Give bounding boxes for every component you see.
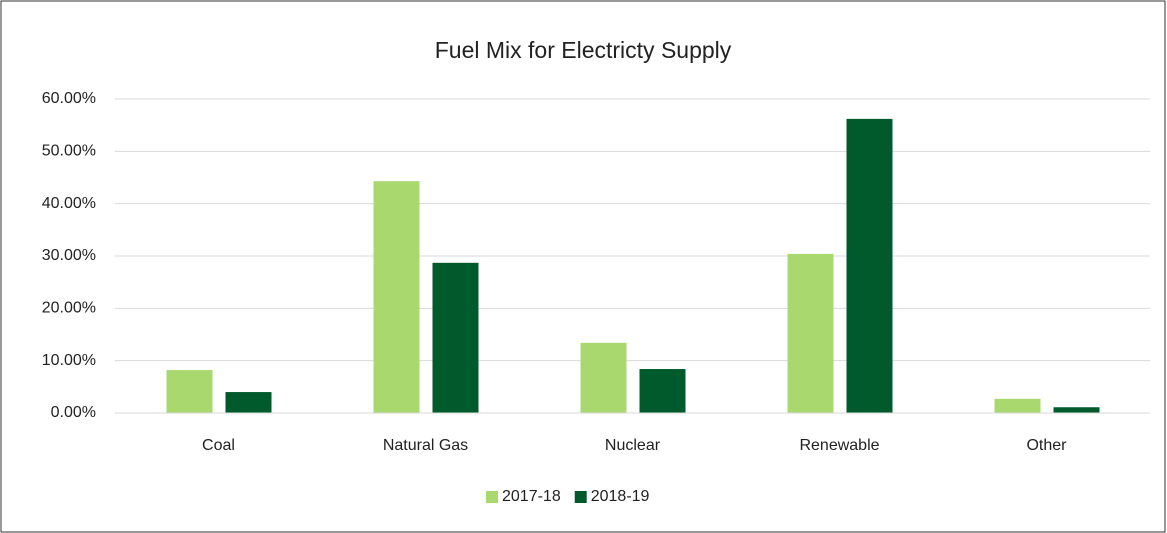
chart-title: Fuel Mix for Electricty Supply [435, 37, 732, 63]
bar [639, 369, 686, 413]
legend-swatch [574, 491, 587, 503]
legend-swatch [486, 491, 498, 503]
y-tick-label: 50.00% [42, 143, 96, 160]
bar [580, 342, 627, 413]
x-tick-label: Other [1026, 437, 1067, 454]
bar [1053, 407, 1100, 413]
y-tick-label: 40.00% [42, 195, 96, 212]
bar [846, 118, 893, 414]
bar [166, 370, 213, 413]
x-tick-label: Nuclear [605, 437, 661, 454]
y-tick-label: 60.00% [42, 90, 96, 107]
x-tick-label: Natural Gas [383, 437, 468, 454]
x-tick-label: Coal [202, 437, 235, 454]
bar [787, 253, 834, 413]
bar [225, 392, 272, 413]
bar [994, 398, 1041, 413]
y-tick-label: 30.00% [42, 247, 96, 264]
y-tick-label: 20.00% [42, 300, 96, 317]
bar [373, 181, 420, 413]
x-tick-label: Renewable [799, 437, 879, 454]
y-tick-label: 0.00% [51, 404, 96, 421]
legend-label: 2017-18 [502, 488, 561, 505]
y-tick-label: 10.00% [42, 352, 96, 369]
bar [432, 262, 479, 413]
legend-label: 2018-19 [591, 488, 650, 505]
